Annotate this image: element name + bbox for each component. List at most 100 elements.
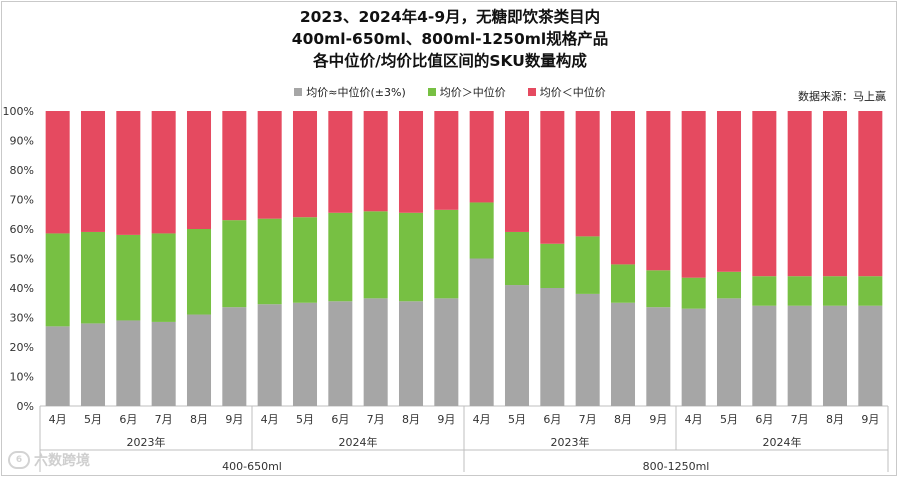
bar-segment-equal	[575, 293, 600, 406]
bar-segment-above	[80, 231, 106, 324]
x-tick-label: 5月	[296, 413, 314, 426]
bar-segment-below	[151, 111, 176, 234]
bar-segment-equal	[116, 320, 141, 406]
x-tick-label: 6月	[331, 413, 349, 426]
legend-label-above: 均价＞中位价	[439, 86, 506, 99]
y-tick-label: 50%	[10, 253, 34, 266]
x-tick-label: 5月	[508, 413, 526, 426]
bar-segment-equal	[222, 307, 247, 406]
bar-segment-below	[858, 111, 883, 277]
bar-segment-above	[292, 217, 318, 303]
x-tick-label: 6月	[543, 413, 561, 426]
x-tick-label: 6月	[119, 413, 137, 426]
size-group-label: 800-1250ml	[643, 460, 710, 473]
y-tick-label: 70%	[10, 194, 34, 207]
bar-segment-equal	[257, 304, 282, 406]
bar-segment-equal	[752, 305, 777, 406]
x-tick-label: 7月	[155, 413, 173, 426]
y-tick-label: 40%	[10, 282, 34, 295]
year-group-label: 2024年	[339, 435, 378, 449]
bar-segment-above	[469, 202, 494, 259]
bar-segment-below	[752, 111, 777, 277]
bar-segment-below	[469, 111, 494, 203]
bar-segment-equal	[434, 298, 459, 406]
chart-title: 2023、2024年4-9月，无糖即饮茶类目内 400ml-650ml、800m…	[0, 6, 900, 72]
bar-segment-equal	[858, 305, 883, 406]
bar-segment-below	[80, 111, 106, 232]
x-tick-label: 4月	[473, 413, 491, 426]
legend-swatch-above	[427, 88, 436, 96]
bar-segment-equal	[398, 301, 424, 406]
y-tick-label: 30%	[10, 312, 34, 325]
legend-item-above: 均价＞中位价	[427, 84, 506, 100]
x-tick-label: 8月	[826, 413, 844, 426]
bar-segment-above	[610, 264, 636, 303]
y-tick-label: 0%	[17, 400, 34, 413]
legend-label-below: 均价＜中位价	[539, 86, 606, 99]
bar-segment-below	[646, 111, 671, 271]
bar-segment-above	[822, 276, 848, 306]
bar-segment-equal	[716, 298, 742, 406]
x-tick-label: 6月	[755, 413, 773, 426]
bar-segment-equal	[822, 305, 848, 406]
bar-segment-above	[257, 218, 282, 305]
bar-segment-below	[257, 111, 282, 219]
legend-swatch-below	[527, 88, 536, 96]
bar-segment-equal	[469, 258, 494, 406]
title-line-2: 400ml-650ml、800ml-1250ml规格产品	[291, 30, 609, 48]
bar-segment-equal	[363, 298, 388, 406]
bar-segment-above	[716, 271, 742, 299]
bar-segment-equal	[540, 288, 565, 406]
bar-segment-below	[116, 111, 141, 235]
bar-segment-below	[222, 111, 247, 221]
bar-segment-above	[434, 209, 459, 299]
size-group-label: 400-650ml	[222, 460, 282, 473]
bar-segment-below	[398, 111, 424, 213]
bar-segment-below	[186, 111, 212, 229]
bar-segment-above	[328, 212, 353, 302]
bar-segment-above	[681, 277, 706, 309]
data-source: 数据来源：马上赢	[798, 90, 886, 103]
bar-segment-equal	[610, 302, 636, 406]
bar-segment-below	[328, 111, 353, 213]
bar-segment-equal	[186, 314, 212, 406]
bar-segment-equal	[328, 301, 353, 406]
y-tick-label: 80%	[10, 164, 34, 177]
x-tick-label: 9月	[225, 413, 243, 426]
bar-segment-above	[363, 211, 388, 299]
x-tick-label: 5月	[720, 413, 738, 426]
year-group-label: 2023年	[127, 435, 166, 449]
x-tick-label: 9月	[861, 413, 879, 426]
legend-item-below: 均价＜中位价	[527, 84, 606, 100]
bar-segment-above	[540, 243, 565, 288]
bar-segment-above	[398, 212, 424, 302]
bar-segment-above	[45, 233, 70, 327]
y-tick-label: 20%	[10, 341, 34, 354]
watermark: 6 六数跨境	[8, 450, 90, 470]
x-tick-label: 8月	[614, 413, 632, 426]
bar-segment-below	[681, 111, 706, 278]
bar-segment-below	[716, 111, 742, 272]
bar-segment-equal	[45, 326, 70, 406]
bar-segment-below	[434, 111, 459, 210]
watermark-text: 六数跨境	[34, 453, 90, 469]
x-tick-label: 9月	[437, 413, 455, 426]
legend-item-equal: 均价≈中位价(±3%)	[294, 84, 406, 100]
bar-segment-below	[575, 111, 600, 237]
y-tick-label: 60%	[10, 223, 34, 236]
x-tick-label: 8月	[190, 413, 208, 426]
bar-segment-below	[822, 111, 848, 277]
x-tick-label: 7月	[579, 413, 597, 426]
y-tick-label: 100%	[3, 105, 34, 118]
year-group-label: 2023年	[551, 435, 590, 449]
bar-segment-below	[540, 111, 565, 244]
year-group-label: 2024年	[763, 435, 802, 449]
x-tick-label: 4月	[49, 413, 67, 426]
x-tick-label: 9月	[649, 413, 667, 426]
bar-segment-below	[292, 111, 318, 218]
bar-segment-below	[610, 111, 636, 265]
bar-segment-above	[787, 276, 812, 306]
legend-swatch-equal	[294, 88, 303, 96]
bar-segment-equal	[504, 285, 530, 406]
y-tick-label: 90%	[10, 135, 34, 148]
